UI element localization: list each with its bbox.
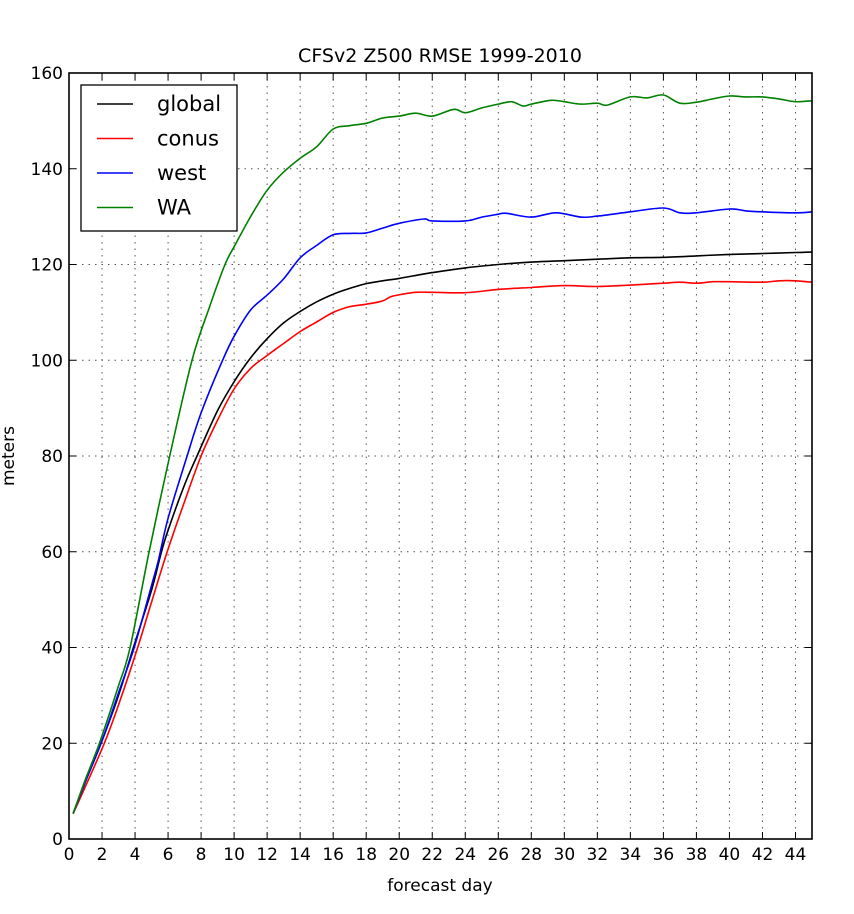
- x-tick-label: 32: [587, 845, 609, 865]
- x-tick-label: 34: [620, 845, 642, 865]
- y-tick-label: 140: [31, 160, 63, 180]
- legend-label-global: global: [157, 92, 221, 116]
- y-tick-labels: 0 20 40 60 80 100 120 140 160: [31, 64, 63, 850]
- x-tick-label: 36: [653, 845, 675, 865]
- x-tick-label: 12: [256, 845, 278, 865]
- y-tick-label: 0: [52, 830, 63, 850]
- chart-title: CFSv2 Z500 RMSE 1999-2010: [298, 45, 582, 67]
- legend-label-conus: conus: [157, 127, 219, 151]
- x-tick-label: 20: [388, 845, 410, 865]
- legend-label-west: west: [157, 161, 206, 185]
- x-tick-label: 26: [487, 845, 509, 865]
- x-tick-label: 28: [520, 845, 542, 865]
- x-tick-label: 0: [64, 845, 75, 865]
- x-tick-label: 30: [554, 845, 576, 865]
- y-axis-label: meters: [0, 426, 19, 486]
- x-tick-label: 4: [130, 845, 141, 865]
- x-tick-labels: 0 2 4 6 8 10 12 14 16 18 20 22 24 26 28 30 32 34 36 38 40 42 4…: [64, 845, 807, 865]
- axis-ticks: [68, 72, 812, 840]
- legend-box: [80, 84, 238, 232]
- y-tick-label: 120: [31, 256, 63, 276]
- grid-lines: [69, 73, 812, 839]
- series-lines: [72, 94, 813, 814]
- y-tick-label: 80: [41, 447, 63, 467]
- x-tick-label: 44: [785, 845, 807, 865]
- x-tick-label: 10: [223, 845, 245, 865]
- y-tick-label: 60: [41, 543, 63, 563]
- x-tick-label: 2: [97, 845, 108, 865]
- x-tick-label: 8: [196, 845, 207, 865]
- x-tick-label: 42: [752, 845, 774, 865]
- legend-items: global conus west WA: [97, 92, 221, 220]
- x-tick-label: 16: [322, 845, 344, 865]
- series-line-west: [72, 207, 813, 814]
- y-tick-label: 100: [31, 351, 63, 371]
- x-axis-label: forecast day: [387, 876, 492, 896]
- y-tick-label: 40: [41, 639, 63, 659]
- x-tick-label: 14: [289, 845, 311, 865]
- series-line-conus: [72, 279, 813, 814]
- x-tick-label: 38: [686, 845, 708, 865]
- y-tick-label: 20: [41, 734, 63, 754]
- x-tick-label: 18: [355, 845, 377, 865]
- legend: global conus west WA: [80, 84, 238, 232]
- x-tick-label: 6: [163, 845, 174, 865]
- x-tick-label: 40: [719, 845, 741, 865]
- y-tick-label: 160: [31, 64, 63, 84]
- series-line-global: [72, 251, 813, 814]
- series-line-wa: [72, 94, 813, 814]
- x-tick-label: 22: [421, 845, 443, 865]
- legend-label-wa: WA: [157, 196, 192, 220]
- x-tick-label: 24: [454, 845, 476, 865]
